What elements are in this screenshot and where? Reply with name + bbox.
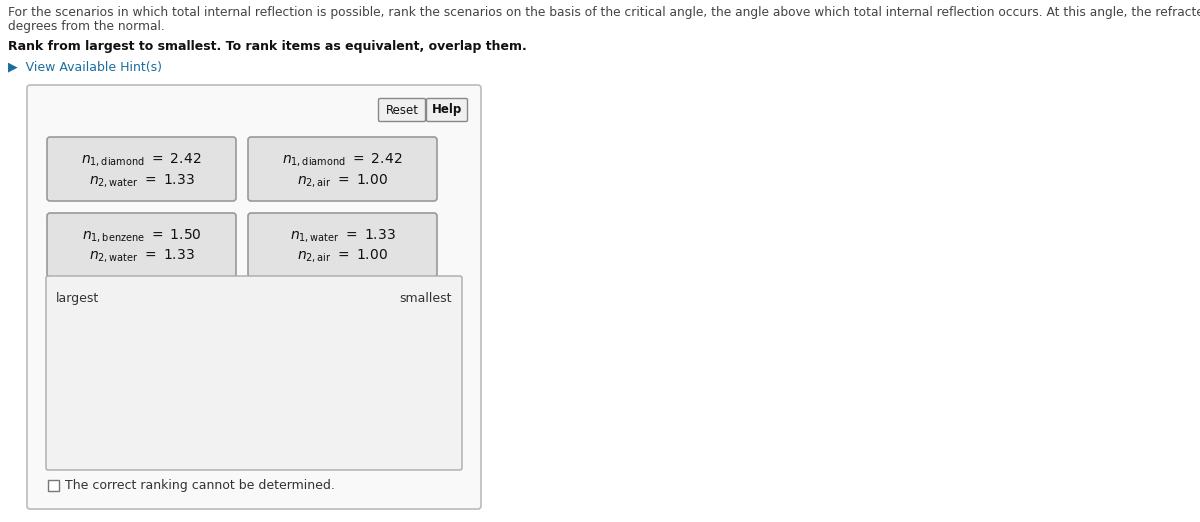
Text: $n_{2,\mathrm{air}}\ =\ 1.00$: $n_{2,\mathrm{air}}\ =\ 1.00$ [298, 172, 388, 188]
Text: ▶  View Available Hint(s): ▶ View Available Hint(s) [8, 60, 162, 73]
Text: degrees from the normal.: degrees from the normal. [8, 20, 164, 33]
Text: The correct ranking cannot be determined.: The correct ranking cannot be determined… [65, 479, 335, 492]
Text: Rank from largest to smallest. To rank items as equivalent, overlap them.: Rank from largest to smallest. To rank i… [8, 40, 527, 53]
FancyBboxPatch shape [47, 213, 236, 277]
Text: $n_{1,\mathrm{diamond}}\ =\ 2.42$: $n_{1,\mathrm{diamond}}\ =\ 2.42$ [282, 150, 403, 168]
FancyBboxPatch shape [47, 137, 236, 201]
Text: largest: largest [56, 292, 100, 305]
Text: smallest: smallest [400, 292, 452, 305]
Text: Reset: Reset [385, 103, 419, 116]
FancyBboxPatch shape [28, 85, 481, 509]
FancyBboxPatch shape [248, 213, 437, 277]
Text: $n_{1,\mathrm{diamond}}\ =\ 2.42$: $n_{1,\mathrm{diamond}}\ =\ 2.42$ [82, 150, 202, 168]
Text: $n_{1,\mathrm{water}}\ =\ 1.33$: $n_{1,\mathrm{water}}\ =\ 1.33$ [289, 227, 396, 243]
FancyBboxPatch shape [46, 276, 462, 470]
Text: $n_{1,\mathrm{benzene}}\ =\ 1.50$: $n_{1,\mathrm{benzene}}\ =\ 1.50$ [82, 227, 202, 243]
Text: $n_{2,\mathrm{air}}\ =\ 1.00$: $n_{2,\mathrm{air}}\ =\ 1.00$ [298, 247, 388, 265]
FancyBboxPatch shape [378, 99, 426, 122]
FancyBboxPatch shape [248, 137, 437, 201]
FancyBboxPatch shape [426, 99, 468, 122]
Bar [48, 480, 59, 491]
Text: $n_{2,\mathrm{water}}\ =\ 1.33$: $n_{2,\mathrm{water}}\ =\ 1.33$ [89, 172, 194, 188]
Text: For the scenarios in which total internal reflection is possible, rank the scena: For the scenarios in which total interna… [8, 6, 1200, 19]
Text: Help: Help [432, 103, 462, 116]
Text: $n_{2,\mathrm{water}}\ =\ 1.33$: $n_{2,\mathrm{water}}\ =\ 1.33$ [89, 247, 194, 265]
